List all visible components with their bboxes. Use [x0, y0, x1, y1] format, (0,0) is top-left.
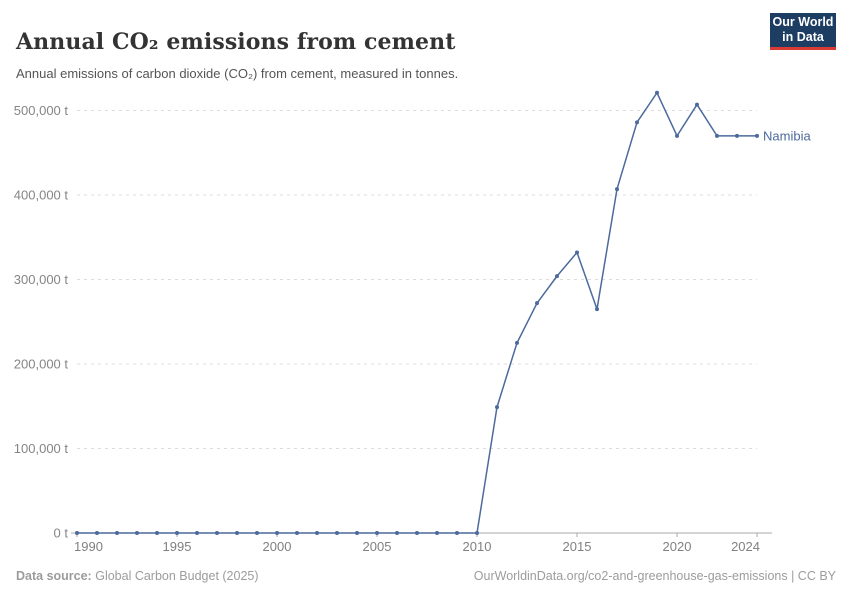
data-point	[395, 531, 399, 535]
data-point	[515, 340, 519, 345]
data-source-label: Data source:	[16, 569, 92, 583]
data-point	[115, 531, 119, 535]
y-axis-label: 100,000 t	[14, 441, 69, 456]
page-subtitle: Annual emissions of carbon dioxide (CO₂)…	[16, 66, 459, 81]
data-point	[475, 531, 479, 535]
data-point	[195, 531, 199, 535]
x-axis-label: 2024	[731, 539, 760, 554]
data-point	[75, 531, 79, 535]
data-point	[435, 531, 439, 535]
data-point	[295, 531, 299, 535]
y-axis-label: 500,000 t	[14, 103, 69, 118]
owid-logo-line1: Our World	[772, 15, 834, 30]
x-axis-label: 1995	[163, 539, 192, 554]
data-point	[255, 531, 259, 535]
data-point	[495, 405, 499, 410]
owid-logo-line2: in Data	[782, 30, 824, 44]
x-axis-label: 2005	[363, 539, 392, 554]
data-point	[655, 90, 659, 95]
data-point	[715, 133, 719, 138]
data-point	[615, 187, 619, 192]
data-point	[675, 133, 679, 138]
x-axis-label: 2015	[563, 539, 592, 554]
data-point	[375, 531, 379, 535]
owid-logo[interactable]: Our World in Data	[770, 13, 836, 50]
data-point	[635, 120, 639, 125]
data-point	[415, 531, 419, 535]
data-point	[555, 274, 559, 279]
data-point	[595, 307, 599, 312]
data-source-value: Global Carbon Budget (2025)	[95, 569, 259, 583]
y-axis-label: 0 t	[54, 526, 69, 541]
data-point	[735, 133, 739, 138]
data-point	[155, 531, 159, 535]
data-point	[755, 133, 759, 138]
y-axis-label: 300,000 t	[14, 272, 69, 287]
x-axis-label: 2020	[663, 539, 692, 554]
chart-footer: Data source: Global Carbon Budget (2025)…	[16, 569, 836, 583]
x-axis-label: 2000	[263, 539, 292, 554]
data-point	[535, 301, 539, 306]
y-axis-label: 400,000 t	[14, 188, 69, 203]
data-point	[215, 531, 219, 535]
data-point	[455, 531, 459, 535]
series-line[interactable]	[76, 92, 758, 534]
data-point	[355, 531, 359, 535]
data-point	[235, 531, 239, 535]
series-label[interactable]: Namibia	[763, 128, 811, 143]
data-point	[575, 250, 579, 255]
data-point	[135, 531, 139, 535]
data-point	[315, 531, 319, 535]
owid-url-link[interactable]: OurWorldinData.org/co2-and-greenhouse-ga…	[473, 569, 836, 583]
x-axis-label: 2010	[463, 539, 492, 554]
data-point	[335, 531, 339, 535]
x-axis-label: 1990	[74, 539, 103, 554]
data-point	[695, 102, 699, 107]
y-axis-label: 200,000 t	[14, 357, 69, 372]
data-source: Data source: Global Carbon Budget (2025)	[16, 569, 259, 583]
page-title: Annual CO₂ emissions from cement	[16, 28, 456, 55]
data-point	[95, 531, 99, 535]
data-point	[275, 531, 279, 535]
data-point	[175, 531, 179, 535]
